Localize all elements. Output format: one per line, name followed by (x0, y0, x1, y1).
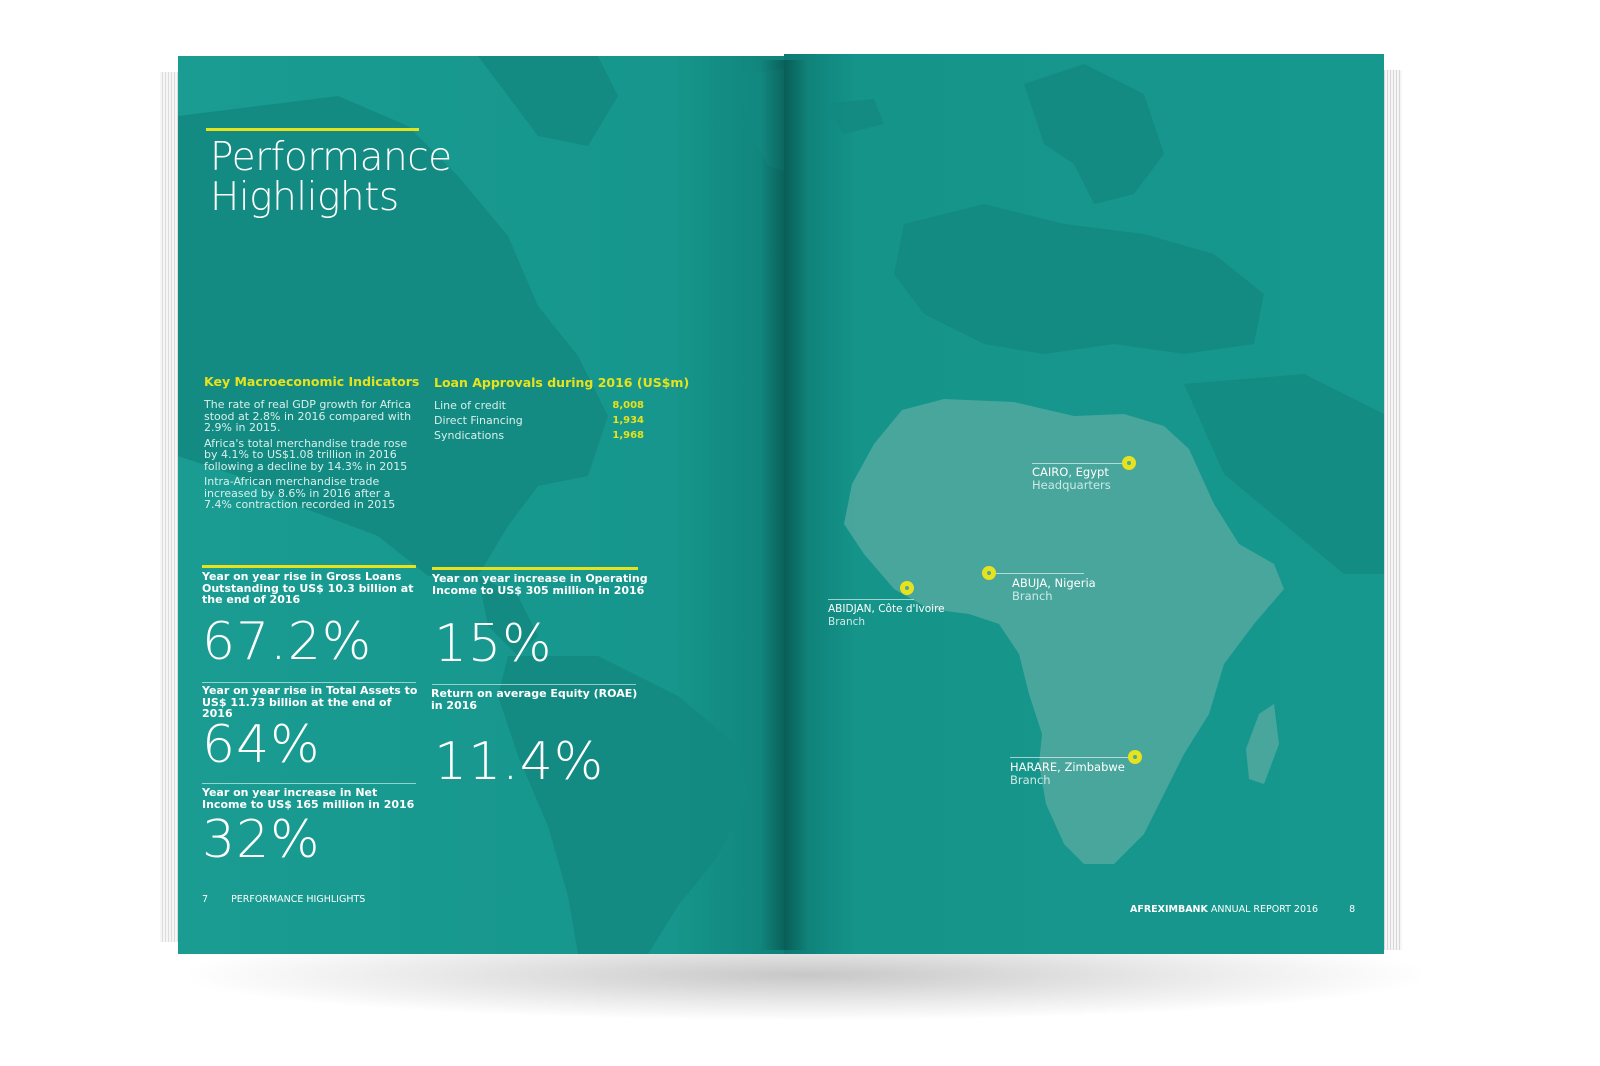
macro-heading: Key Macroeconomic Indicators (204, 374, 420, 389)
right-page: CAIRO, Egypt Headquarters ABUJA, Nigeria… (784, 54, 1384, 954)
stat-label-operating-income: Year on year increase in Operating Incom… (432, 572, 648, 597)
stat-rule (432, 567, 638, 570)
stat-value-net-income: 32% (202, 810, 321, 870)
section-label: PERFORMANCE HIGHLIGHTS (231, 894, 366, 905)
loan-value: 1,934 (612, 415, 644, 426)
abidjan-pin[interactable] (900, 581, 914, 595)
harare-connector (1010, 757, 1128, 758)
stat-label-total-assets: Year on year rise in Total Assets to US$… (202, 684, 418, 720)
stat-value-total-assets: 64% (202, 715, 321, 775)
stat-label-net-income: Year on year increase in Net Income to U… (202, 786, 415, 811)
stat-divider (202, 682, 416, 683)
stat-label-gross-loans: Year on year rise in Gross Loans Outstan… (202, 570, 414, 606)
page-number-left: 7 (202, 894, 209, 905)
brand-name: AFREXIMBANK (1130, 904, 1208, 915)
harare-pin[interactable] (1128, 750, 1142, 764)
africa-shape (844, 399, 1284, 864)
report-title: ANNUAL REPORT 2016 (1210, 904, 1319, 915)
macro-text: The rate of real GDP growth for Africa s… (204, 399, 419, 515)
book-gutter (760, 60, 808, 950)
abuja-pin[interactable] (982, 566, 996, 580)
title-line-1: Performance (210, 135, 452, 180)
macro-paragraph: Intra-African merchandise trade increase… (204, 475, 396, 511)
loan-label: Line of credit (434, 399, 506, 412)
stat-value-roae: 11.4% (434, 732, 605, 792)
location-city: HARARE, Zimbabwe (1010, 760, 1125, 774)
abidjan-connector (828, 599, 914, 600)
stat-value-operating-income: 15% (434, 614, 553, 674)
stat-label-roae: Return on average Equity (ROAE) in 2016 (431, 687, 638, 712)
loan-row: Syndications 1,968 (434, 429, 644, 442)
left-page: Performance Highlights Key Macroeconomic… (178, 56, 798, 954)
location-city: ABUJA, Nigeria (1012, 576, 1096, 590)
title-line-2: Highlights (210, 175, 399, 220)
page-number-right: 8 (1349, 904, 1356, 915)
loan-value: 1,968 (612, 430, 644, 441)
loan-value: 8,008 (612, 400, 644, 411)
loan-label: Direct Financing (434, 414, 523, 427)
loan-row: Direct Financing 1,934 (434, 414, 644, 427)
location-role: Branch (1012, 589, 1053, 603)
africa-map (824, 64, 1384, 864)
title-rule (206, 128, 419, 131)
location-city: ABIDJAN, Côte d'Ivoire (828, 603, 945, 615)
macro-paragraph: The rate of real GDP growth for Africa s… (204, 398, 412, 434)
right-footer: AFREXIMBANK ANNUAL REPORT 2016 8 (1130, 904, 1355, 915)
cairo-pin[interactable] (1122, 456, 1136, 470)
harare-label: HARARE, Zimbabwe Branch (1010, 761, 1125, 787)
location-role: Branch (828, 616, 866, 628)
abuja-label: ABUJA, Nigeria Branch (1012, 577, 1096, 603)
location-city: CAIRO, Egypt (1032, 465, 1109, 479)
cairo-connector (1032, 463, 1122, 464)
cairo-label: CAIRO, Egypt Headquarters (1032, 466, 1111, 492)
stat-divider (432, 684, 636, 685)
loan-label: Syndications (434, 429, 505, 442)
location-role: Headquarters (1032, 478, 1111, 492)
loan-row: Line of credit 8,008 (434, 399, 644, 412)
stat-value-gross-loans: 67.2% (202, 612, 373, 672)
loans-heading: Loan Approvals during 2016 (US$m) (434, 375, 690, 390)
world-map-background (178, 56, 798, 954)
page-title: Performance Highlights (210, 138, 452, 218)
macro-paragraph: Africa's total merchandise trade rose by… (204, 436, 408, 473)
stat-rule (202, 565, 416, 568)
abuja-connector (996, 573, 1084, 574)
abidjan-label: ABIDJAN, Côte d'Ivoire Branch (828, 603, 945, 629)
left-footer: 7 PERFORMANCE HIGHLIGHTS (202, 894, 365, 905)
stat-divider (202, 783, 416, 784)
location-role: Branch (1010, 773, 1051, 787)
